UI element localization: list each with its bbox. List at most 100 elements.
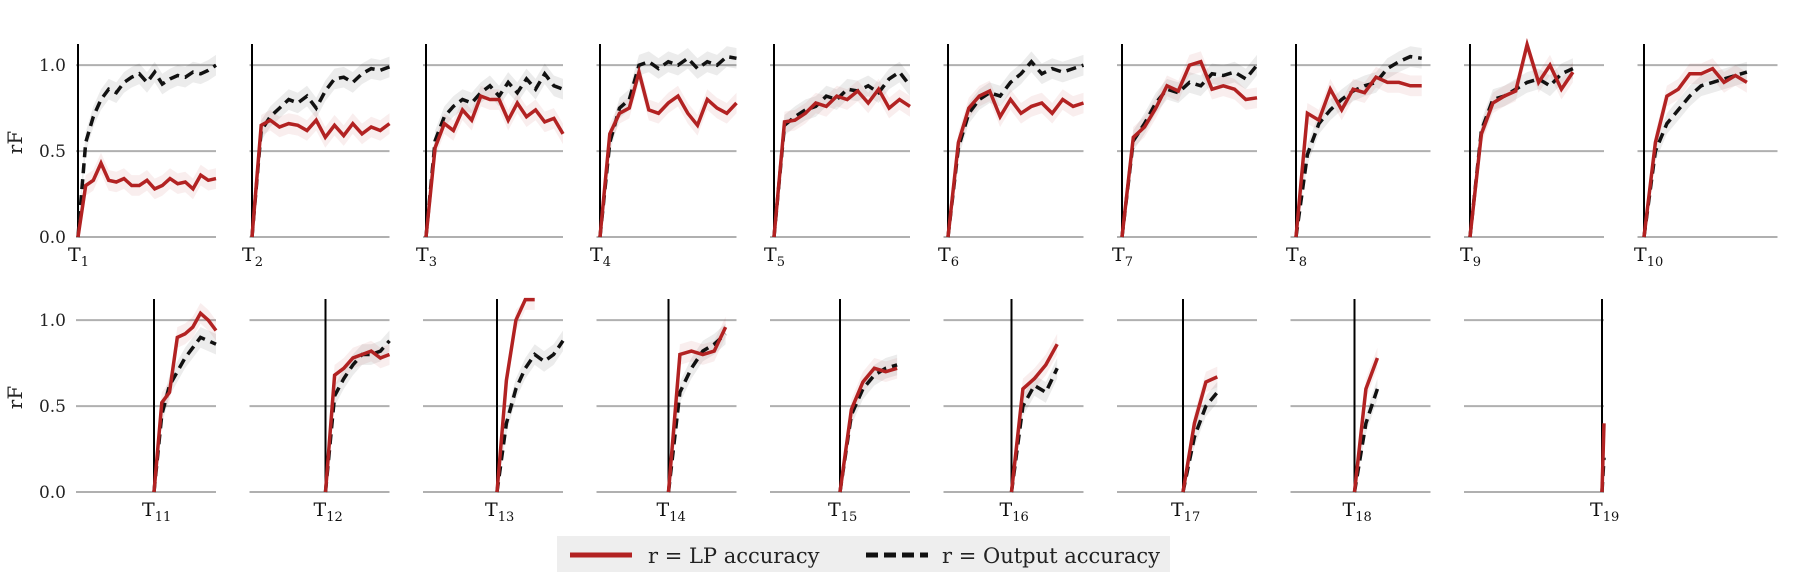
series-band xyxy=(1183,382,1218,492)
task-label: T3 xyxy=(416,244,437,270)
series-output-line xyxy=(152,335,217,493)
panel-7: T7 xyxy=(1112,44,1259,270)
series-band xyxy=(600,61,737,238)
series-band xyxy=(600,46,737,237)
series-band xyxy=(78,152,216,237)
series-band xyxy=(1644,58,1747,237)
series-lp-line xyxy=(323,349,391,493)
series-output-line xyxy=(772,69,912,238)
y-tick-label: 0.5 xyxy=(39,142,66,162)
series-band xyxy=(1470,44,1573,237)
task-label: T12 xyxy=(314,499,343,525)
panel-grid: 0.0 0.5 1.0 rF T1 T2 T3 T4 T5 T6 T7 T8 T9 T10 0.0 0.5 1.… xyxy=(3,37,1778,525)
series-lp-line xyxy=(250,117,391,238)
task-label: T5 xyxy=(764,244,785,270)
panel-12: T12 xyxy=(249,299,391,525)
series-band xyxy=(325,330,390,492)
legend: r = LP accuracy r = Output accuracy xyxy=(557,536,1170,572)
task-label: T2 xyxy=(242,244,263,270)
task-label: T10 xyxy=(1634,244,1663,270)
series-lp-line xyxy=(495,297,535,493)
task-label: T17 xyxy=(1171,499,1200,525)
panel-5: T5 xyxy=(764,44,912,270)
series-output-line xyxy=(946,59,1085,238)
series-band xyxy=(948,80,1084,237)
panel-14: T14 xyxy=(596,299,737,525)
series-band xyxy=(252,56,390,237)
series-lp-line xyxy=(424,93,565,238)
task-label: T9 xyxy=(1460,244,1481,270)
series-band xyxy=(426,63,563,237)
panel-11: 0.0 0.5 1.0 rF T11 xyxy=(3,299,218,525)
series-lp-line xyxy=(1294,75,1422,238)
series-lp-line xyxy=(666,326,728,493)
series-lp-line xyxy=(1009,343,1059,493)
y-tick-label: 0.5 xyxy=(39,397,66,417)
task-label: T15 xyxy=(828,499,857,525)
series-lp-line xyxy=(772,85,911,238)
panel-4: T4 xyxy=(590,44,738,270)
legend-output-label: r = Output accuracy xyxy=(942,544,1160,568)
y-axis-label: rF xyxy=(3,131,27,155)
task-label: T8 xyxy=(1286,244,1307,270)
y-axis-label: rF xyxy=(3,386,27,410)
series-lp-line xyxy=(152,310,218,493)
task-label: T11 xyxy=(142,499,171,525)
panel-19: T19 xyxy=(1464,299,1619,525)
panel-3: T3 xyxy=(416,44,565,270)
panel-6: T6 xyxy=(938,44,1085,270)
series-lp-line xyxy=(1120,59,1258,238)
series-band xyxy=(1011,358,1058,492)
series-band xyxy=(1644,61,1747,238)
series-lp-line xyxy=(598,65,738,238)
series-output-line xyxy=(323,339,391,493)
series-band xyxy=(426,85,563,237)
y-tick-label: 1.0 xyxy=(39,56,66,76)
task-label: T6 xyxy=(938,244,959,270)
series-lp-line xyxy=(1468,37,1575,238)
series-output-line xyxy=(76,63,217,238)
series-output-line xyxy=(666,332,727,493)
panel-9: T9 xyxy=(1460,37,1604,270)
task-label: T7 xyxy=(1112,244,1133,270)
task-label: T13 xyxy=(485,499,514,525)
task-label: T14 xyxy=(657,499,686,525)
panel-10: T10 xyxy=(1634,44,1778,270)
task-label: T4 xyxy=(590,244,611,270)
y-tick-label: 0.0 xyxy=(39,483,66,503)
series-band xyxy=(1011,333,1058,492)
series-band xyxy=(325,340,390,492)
series-lp-line xyxy=(76,158,217,238)
task-label: T18 xyxy=(1343,499,1372,525)
series-lp-line xyxy=(946,88,1085,238)
series-lp-line xyxy=(1600,423,1606,493)
panel-16: T16 xyxy=(943,299,1084,525)
legend-background xyxy=(557,536,1170,572)
panel-13: T13 xyxy=(423,297,565,525)
series-lp-line xyxy=(1642,66,1748,238)
series-band xyxy=(774,61,910,238)
panel-18: T18 xyxy=(1290,299,1431,525)
series-band xyxy=(78,54,216,238)
task-label: T16 xyxy=(1000,499,1029,525)
task-label: T1 xyxy=(68,244,89,270)
series-band xyxy=(1122,54,1257,238)
panel-1: 0.0 0.5 1.0 rF T1 xyxy=(3,44,217,270)
series-output-line xyxy=(1181,391,1219,493)
series-output-line xyxy=(598,54,737,238)
y-tick-label: 1.0 xyxy=(39,311,66,331)
series-lp-line xyxy=(838,366,898,493)
series-band xyxy=(1296,46,1422,237)
panel-8: T8 xyxy=(1286,44,1431,270)
series-output-line xyxy=(495,339,565,493)
series-output-line xyxy=(250,65,391,238)
panel-15: T15 xyxy=(770,299,910,525)
legend-lp-label: r = LP accuracy xyxy=(648,544,820,568)
task-label: T19 xyxy=(1590,499,1619,525)
series-lp-line xyxy=(1181,375,1219,493)
series-lp-line xyxy=(1352,357,1380,493)
series-band xyxy=(948,51,1084,238)
panel-17: T17 xyxy=(1117,299,1257,525)
series-band xyxy=(668,316,726,492)
